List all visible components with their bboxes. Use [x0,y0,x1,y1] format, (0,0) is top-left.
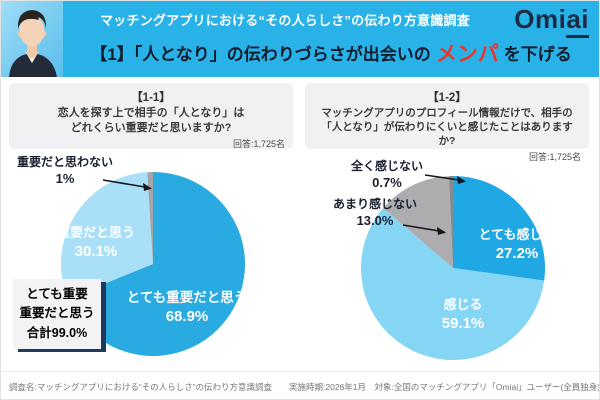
question-box-1-2: 【1-2】 マッチングアプリのプロフィール情報だけで、相手の 「人となり」が伝わ… [305,83,589,162]
page-title: 【1】「人となり」の伝わりづらさが出会いの メンパ を下げる [63,38,599,68]
person-avatar-icon [1,1,63,77]
chart-panel-1-2: 【1-2】 マッチングアプリのプロフィール情報だけで、相手の 「人となり」が伝わ… [305,83,589,371]
arrow-to-slice-icon [424,174,466,184]
omiai-logo: Omiai [514,4,589,38]
pie-slice-2 [383,176,453,268]
slice-percent: 13.0% [356,212,394,228]
label-strongly-feel: とても感じる 27.2% [445,227,589,263]
respondents-count: 回答:1,725名 [232,138,285,149]
question-text: マッチングアプリのプロフィール情報だけで、相手の 「人となり」が伝わりにくいと感… [321,107,573,148]
slice-name: とても重要だと思う [126,290,248,305]
question-box-1-1: 【1-1】 恋人を探す上で相手の「人となり」は どれくらい重要だと思いますか? … [9,83,293,149]
charts-row: 【1-1】 恋人を探す上で相手の「人となり」は どれくらい重要だと思いますか? … [1,77,599,371]
slice-percent: 68.9% [165,307,209,325]
pie-slice-0 [453,176,545,281]
arrow-to-slice-icon [102,179,152,191]
pie-slice-0 [67,172,246,356]
pie-slice-1 [360,208,545,361]
arrow-to-slice-icon [402,224,446,235]
slice-percent: 1% [55,170,75,186]
label-not-important: 重要だと思わない 1% [9,155,121,187]
header-banner: マッチングアプリにおける“その人らしさ”の伝わり方意識調査 Omiai 【1】「… [1,1,599,77]
slice-percent: 30.1% [74,242,118,260]
logo-text-underlined: ai [566,4,589,38]
label-not-at-all: 全く感じない 0.7% [329,159,445,191]
label-important: 重要だと思う 30.1% [33,225,159,261]
logo-text: Omi [514,4,567,34]
slice-name: とても感じる [478,227,556,242]
pie-chart-2-area: 全く感じない 0.7% あまり感じない 13.0% とても感じる [305,149,589,371]
summary-callout-box: とても重要 重要だと思う 合計99.0% [13,279,101,350]
pie-chart-felt-difficulty [360,176,545,361]
presenter-photo [1,1,63,77]
slice-percent: 27.2% [495,244,539,262]
pie-slice-1 [61,172,153,299]
pie-chart-1-area: 重要だと思わない 1% 重要だと思う 30.1% とても重要だと思う 68.9%… [9,149,293,371]
pie-chart-importance [61,172,246,356]
slice-name: 重要だと思う [56,225,135,240]
slice-name: 全く感じない [350,159,423,173]
slice-name: 感じる [443,297,483,312]
survey-title: マッチングアプリにおける“その人らしさ”の伝わり方意識調査 [100,13,470,28]
slice-name: あまり感じない [332,197,417,211]
label-rarely-feel: あまり感じない 13.0% [317,197,433,229]
slice-percent: 0.7% [372,174,402,190]
headline-suffix: を下げる [503,45,572,64]
headline-prefix: 【1】「人となり」の伝わりづらさが出会いの [90,45,431,64]
respondents-count: 回答:1,725名 [528,151,581,162]
slice-name: 重要だと思わない [16,155,113,169]
label-feel: 感じる 59.1% [391,297,535,333]
footer-source-note: 調査名:マッチングアプリにおける“その人らしさ”の伝わり方意識調査 実施時期:2… [1,371,599,399]
headline-highlight: メンパ [435,43,499,66]
label-very-important: とても重要だと思う 68.9% [105,289,269,326]
pie-slice-3 [448,176,453,268]
question-number: 【1-1】 [131,92,171,104]
slice-percent: 59.1% [441,314,485,332]
question-text: 恋人を探す上で相手の「人となり」は どれくらい重要だと思いますか? [57,107,245,134]
pie-slice-2 [147,172,153,264]
question-number: 【1-2】 [427,92,467,104]
chart-panel-1-1: 【1-1】 恋人を探す上で相手の「人となり」は どれくらい重要だと思いますか? … [9,83,293,371]
